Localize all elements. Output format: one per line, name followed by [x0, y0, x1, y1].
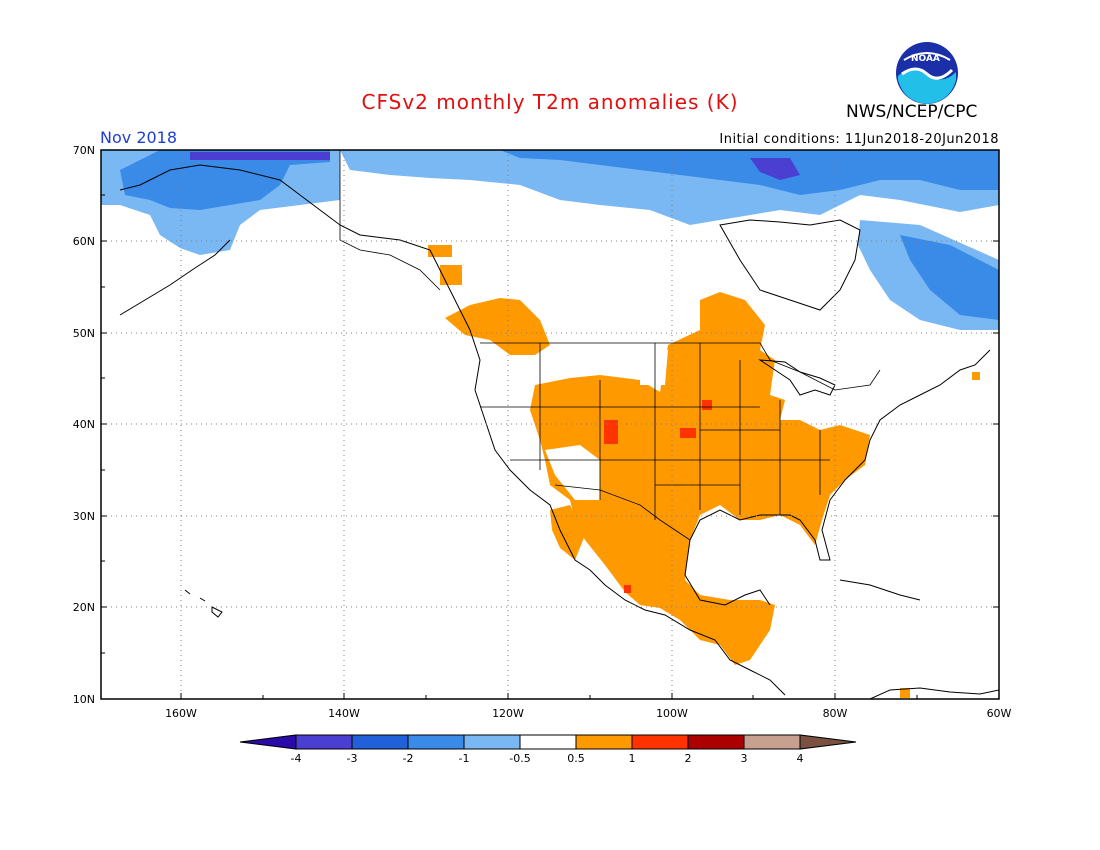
colorbar-label: 4: [797, 752, 804, 765]
cool-region-alaska-deep: [190, 152, 330, 160]
valid-month-label: Nov 2018: [100, 128, 178, 147]
border-us-mexico: [554, 484, 691, 541]
cool-region-labrador-core: [900, 235, 999, 320]
colorbar-label: 1: [629, 752, 636, 765]
neutral-region-basin: [545, 445, 600, 500]
warm-spot-nova-scotia: [972, 372, 980, 380]
lat-label-50n: 50N: [73, 327, 95, 340]
warm-spot-kansas: [680, 428, 696, 438]
lat-label-20n: 20N: [73, 601, 95, 614]
colorbar-label: -2: [403, 752, 414, 765]
colorbar-min-arrow: [239, 734, 297, 750]
colorbar-label: 2: [685, 752, 692, 765]
lat-label-30n: 30N: [73, 510, 95, 523]
lon-label-160w: 160W: [165, 707, 197, 720]
colorbar-label: -1: [459, 752, 470, 765]
noaa-logo-text: NOAA: [911, 54, 940, 64]
warm-region-bc: [428, 245, 452, 257]
colorbar-box: [575, 734, 633, 750]
cool-region-arctic-core: [500, 150, 999, 195]
lon-label-140w: 140W: [328, 707, 360, 720]
coastline-hawaii: [184, 589, 223, 618]
coastline-yucatan: [684, 539, 771, 606]
lon-labels: 160W 140W 120W 100W 80W 60W: [165, 707, 1011, 720]
lat-label-70n: 70N: [73, 144, 95, 157]
neutral-region-dakotas: [640, 350, 668, 385]
coastline-alaska-peninsula: [119, 239, 231, 316]
colorbar-label: -3: [347, 752, 358, 765]
coastline-south-america: [869, 687, 999, 699]
coastline-alaska: [119, 164, 786, 696]
coastline-atlantic: [829, 349, 991, 501]
colorbar-label: -0.5: [509, 752, 530, 765]
lon-label-80w: 80W: [823, 707, 848, 720]
colorbar-box: [519, 734, 577, 750]
border-alaska-canada: [339, 150, 441, 291]
coastline-cuba: [839, 579, 921, 601]
chart-title: CFSv2 monthly T2m anomalies (K): [361, 90, 739, 114]
colorbar-box: [743, 734, 801, 750]
cool-region-arctic-deep: [750, 158, 800, 180]
noaa-logo: NOAA: [894, 40, 960, 110]
colorbar-box: [631, 734, 689, 750]
lat-labels: 70N 60N 50N 40N 30N 20N 10N: [73, 144, 95, 706]
warm-spot-iowa: [702, 400, 712, 410]
colorbar-box: [687, 734, 745, 750]
lat-label-10n: 10N: [73, 693, 95, 706]
lon-ticks: [180, 693, 918, 699]
warm-region-baja: [550, 505, 585, 560]
colorbar-label: 0.5: [567, 752, 585, 765]
colorbar-box: [351, 734, 409, 750]
border-us-canada: [480, 342, 881, 391]
initial-conditions-label: Initial conditions: 11Jun2018-20Jun2018: [719, 132, 999, 147]
coastlines: [119, 164, 999, 699]
colorbar-max-arrow: [799, 734, 857, 750]
political-boundaries: [339, 150, 881, 541]
cool-region-alaska-core: [120, 150, 330, 210]
lat-ticks: [101, 149, 999, 654]
lon-label-100w: 100W: [656, 707, 688, 720]
colorbar-box: [463, 734, 521, 750]
coastline-hudson-bay: [719, 219, 861, 311]
colorbar-label: -4: [291, 752, 302, 765]
lat-label-60n: 60N: [73, 235, 95, 248]
colorbar-box: [407, 734, 465, 750]
warm-spot-colorado: [604, 420, 618, 444]
lat-label-40n: 40N: [73, 418, 95, 431]
colorbar-box: [295, 734, 353, 750]
warm-region-bc2: [440, 265, 462, 285]
warm-spot-mexico: [624, 585, 631, 593]
lon-label-120w: 120W: [492, 707, 524, 720]
warm-spot-south-america: [900, 688, 910, 698]
org-label: NWS/NCEP/CPC: [846, 102, 978, 122]
coastline-great-lakes: [758, 359, 836, 396]
warm-region-pnw: [445, 298, 550, 355]
colorbar: -4 -3 -2 -1 -0.5 0.5 1 2 3 4: [239, 734, 857, 765]
colorbar-label: 3: [741, 752, 748, 765]
lon-label-60w: 60W: [987, 707, 1012, 720]
coastline-gulf-of-mexico: [689, 499, 831, 561]
